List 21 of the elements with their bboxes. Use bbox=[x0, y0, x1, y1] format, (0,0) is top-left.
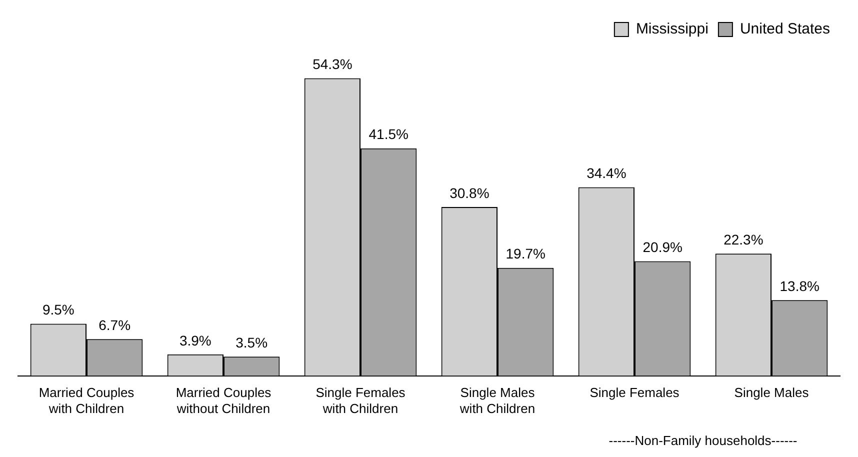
data-label: 34.4% bbox=[586, 165, 626, 182]
text: ------Non-Family households------ bbox=[608, 433, 798, 448]
data-label: 22.3% bbox=[724, 231, 764, 248]
data-label: 41.5% bbox=[368, 126, 408, 142]
legend-label: United States bbox=[740, 20, 830, 38]
x-tick-label: Single Females bbox=[590, 385, 680, 400]
x-tick-label: Married Couples without Children bbox=[176, 385, 272, 416]
data-label: 6.7% bbox=[98, 316, 131, 333]
data-label: 3.9% bbox=[179, 332, 212, 348]
data-label: 3.5% bbox=[236, 334, 268, 350]
data-label: 9.5% bbox=[42, 302, 74, 318]
x-tick-label: Married Couples with Children bbox=[38, 385, 135, 416]
data-label: 20.9% bbox=[642, 239, 682, 256]
x-tick-label: Single Males with Children bbox=[458, 385, 536, 416]
x-tick-label: Single Males bbox=[734, 385, 810, 400]
x-tick-label: Single Females with Children bbox=[316, 385, 406, 416]
legend-label: Mississippi bbox=[636, 20, 708, 38]
data-label: 30.8% bbox=[450, 184, 490, 201]
data-label: 19.7% bbox=[506, 246, 546, 262]
data-label: 13.8% bbox=[780, 278, 820, 294]
data-label: 54.3% bbox=[312, 56, 352, 72]
